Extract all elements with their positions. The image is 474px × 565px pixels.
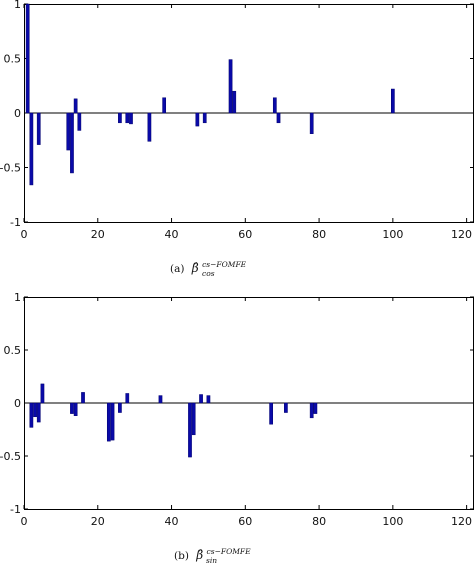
bar-b [158,395,163,404]
x-tick-label-a: 20 [91,228,105,241]
x-tick-label-a: 60 [238,228,252,241]
bar-a [29,112,34,186]
bar-b [33,402,37,418]
y-tick-label-a: -0.5 [0,162,21,175]
bar-a [70,112,74,174]
caption-a-subscript: cos [202,269,215,278]
x-tick-label-a: 80 [312,228,326,241]
bar-b [110,402,115,441]
bar-b [313,402,318,414]
caption-a-prefix: (a) [170,263,184,275]
bar-a [73,98,78,114]
bar-a [25,3,30,114]
y-tick-label-a: 0 [14,107,21,120]
y-tick-label-b: 1 [14,291,21,304]
bar-b [29,402,34,428]
caption-a-symbol: β̂ [191,261,199,275]
y-tick-label-b: -0.5 [0,450,21,463]
x-tick-label-b: 40 [165,515,179,528]
x-tick-label-b: 100 [382,515,403,528]
bar-b [125,393,130,404]
bar-b [73,402,78,416]
bar-a [195,112,200,127]
bar-b [309,402,314,419]
bar-b [206,395,211,404]
y-tick-label-b: 0.5 [4,344,22,357]
bar-a [202,112,207,124]
caption-b-subscript: sin [206,556,217,565]
x-tick-label-b: 20 [91,515,105,528]
bar-a [309,112,314,134]
bar-a [162,97,167,114]
bar-b [199,394,203,404]
caption-a: (a) β̂ cs−FOMFE cos [170,258,249,278]
bar-b [36,402,41,423]
bar-a [77,112,82,131]
bar-b [118,402,122,413]
x-tick-label-b: 60 [238,515,252,528]
bar-b [81,392,85,404]
caption-b-superscript: cs−FOMFE [207,547,252,556]
bar-a [36,112,41,145]
y-tick-label-a: 0.5 [4,53,22,66]
bar-a [272,97,277,114]
caption-b-prefix: (b) [174,550,189,562]
caption-b: (b) β̂ cs−FOMFE sin [174,545,254,565]
panel-b: -1 -0.5 0 0.5 1 0 20 40 60 80 100 120 [0,291,474,528]
x-tick-label-a: 100 [382,228,403,241]
x-tick-label-a: 120 [451,228,472,241]
x-tick-label-b: 80 [312,515,326,528]
bar-a [125,112,130,124]
bar-b [40,383,45,404]
x-tick-label-a: 0 [21,228,28,241]
y-tick-label-b: 0 [14,397,21,410]
bar-a [228,59,233,114]
x-tick-label-b: 0 [21,515,28,528]
bar-a [232,90,237,114]
y-tick-label-b: -1 [10,503,21,516]
bar-b [188,402,192,458]
bar-a [118,112,122,124]
caption-a-superscript: cs−FOMFE [202,260,247,269]
panel-a: -1 -0.5 0 0.5 1 0 20 40 60 80 100 120 [0,0,474,241]
bar-a [129,112,133,125]
caption-b-symbol: β̂ [195,548,203,562]
x-tick-label-a: 40 [165,228,179,241]
bar-a [391,88,395,114]
x-tick-label-b: 120 [451,515,472,528]
bar-b [191,402,196,436]
y-tick-label-a: -1 [10,216,21,229]
bar-a [66,112,71,151]
bar-a [276,112,281,124]
bar-a [147,112,152,142]
bar-b [284,402,288,413]
bar-b [106,402,111,442]
bar-b [269,402,273,425]
y-tick-label-a: 1 [14,0,21,11]
bar-b [70,402,74,414]
